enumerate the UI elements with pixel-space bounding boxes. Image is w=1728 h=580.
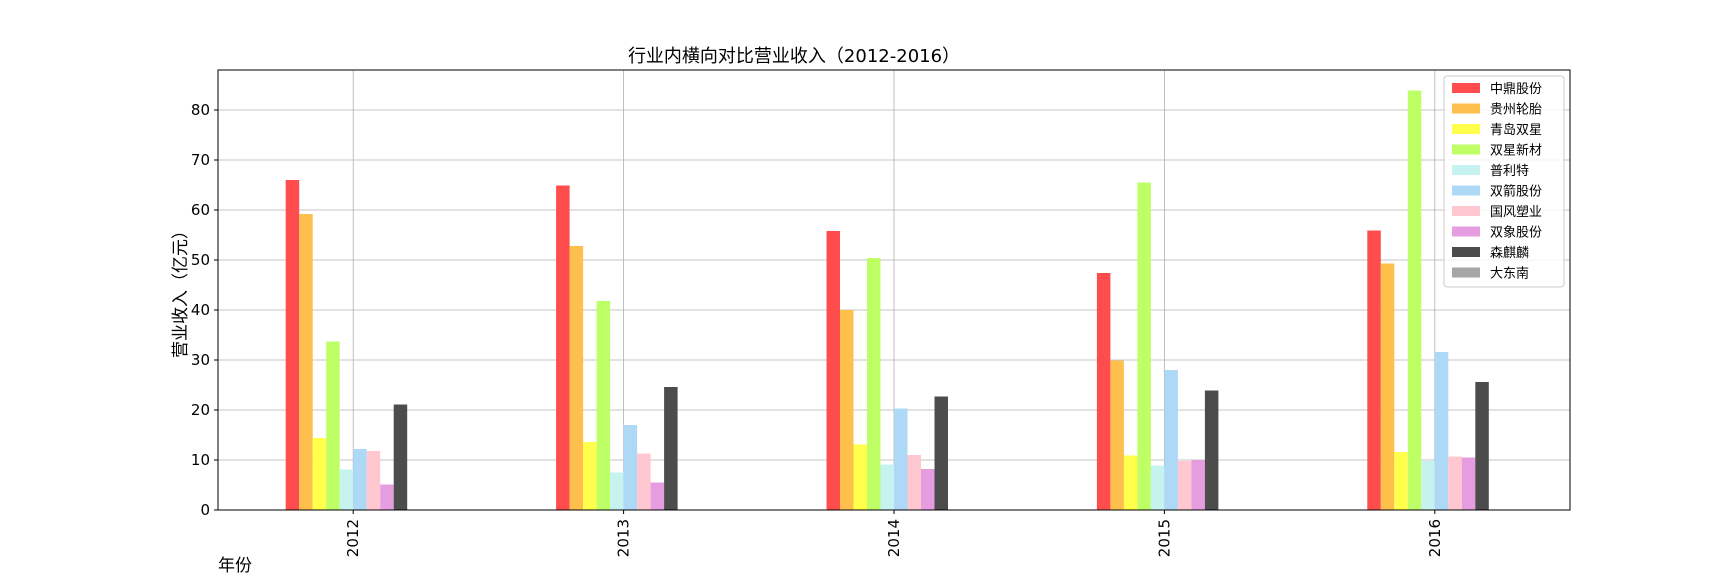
bar-贵州轮胎-2013 [569, 246, 584, 510]
legend-swatch [1452, 226, 1480, 237]
legend-swatch [1452, 165, 1480, 175]
bar-贵州轮胎-2014 [840, 310, 854, 510]
chart-title: 行业内横向对比营业收入（2012-2016） [628, 46, 960, 67]
bar-双星新材-2013 [596, 301, 611, 510]
y-tick-label: 30 [191, 351, 210, 369]
y-tick-label: 10 [191, 451, 210, 469]
bar-普利特-2016 [1421, 461, 1435, 510]
legend-label: 中鼎股份 [1490, 82, 1542, 97]
legend-label: 双星新材 [1490, 143, 1542, 159]
bar-森麒麟-2016 [1475, 382, 1489, 510]
bar-普利特-2014 [880, 464, 894, 510]
bar-普利特-2015 [1150, 465, 1165, 510]
bar-森麒麟-2012 [393, 404, 408, 510]
bar-双箭股份-2016 [1434, 352, 1449, 510]
bar-青岛双星-2014 [853, 444, 867, 510]
bar-贵州轮胎-2015 [1110, 360, 1124, 510]
x-tick-label: 2012 [344, 519, 362, 557]
y-axis-ticks: 0 10 20 30 40 50 60 70 80 [191, 101, 218, 519]
legend-swatch [1452, 267, 1480, 278]
legend-label: 双箭股份 [1490, 184, 1542, 200]
legend-swatch [1452, 144, 1480, 155]
bar-青岛双星-2012 [312, 438, 327, 510]
legend-label: 国风塑业 [1490, 205, 1542, 220]
bar-青岛双星-2016 [1394, 452, 1408, 510]
y-tick-label: 80 [191, 101, 210, 119]
x-tick-label: 2016 [1426, 519, 1444, 557]
legend-label: 大东南 [1490, 266, 1529, 282]
bar-双箭股份-2015 [1164, 370, 1178, 510]
legend-label: 双象股份 [1490, 226, 1542, 241]
legend-swatch [1452, 206, 1480, 216]
legend-label: 青岛双星 [1490, 122, 1542, 138]
bar-双星新材-2015 [1137, 182, 1151, 510]
x-tick-label: 2014 [885, 519, 903, 557]
legend-label: 贵州轮胎 [1490, 103, 1542, 118]
x-axis-label: 年份 [218, 556, 252, 576]
bar-中鼎股份-2012 [285, 180, 300, 510]
bar-中鼎股份-2016 [1367, 230, 1381, 510]
bar-中鼎股份-2014 [826, 231, 840, 510]
y-axis-label: 营业收入（亿元） [171, 222, 191, 358]
bar-国风塑业-2016 [1448, 456, 1462, 510]
bar-双星新材-2012 [326, 341, 340, 510]
x-tick-label: 2013 [615, 519, 633, 557]
bar-森麒麟-2013 [664, 387, 678, 510]
x-axis-ticks: 2012 2013 2014 2015 2016 [344, 510, 1444, 557]
y-tick-label: 0 [200, 501, 210, 519]
bar-国风塑业-2014 [907, 455, 921, 510]
bar-双象股份-2012 [380, 484, 394, 510]
bar-双箭股份-2013 [623, 425, 638, 510]
bar-普利特-2013 [610, 472, 624, 510]
bar-贵州轮胎-2016 [1380, 263, 1395, 510]
legend-swatch [1452, 124, 1480, 134]
y-tick-label: 20 [191, 401, 210, 419]
bar-双象股份-2015 [1191, 460, 1205, 510]
bar-贵州轮胎-2012 [299, 214, 313, 510]
bar-双箭股份-2014 [894, 408, 908, 510]
legend-label: 普利特 [1490, 164, 1529, 179]
legend-swatch [1452, 103, 1480, 114]
y-tick-label: 50 [191, 251, 210, 269]
legend-swatch [1452, 185, 1480, 196]
bar-双星新材-2016 [1407, 90, 1422, 510]
bar-森麒麟-2014 [934, 396, 948, 510]
bar-青岛双星-2015 [1123, 455, 1138, 510]
bars [285, 90, 1489, 510]
y-tick-label: 70 [191, 151, 210, 169]
y-tick-label: 40 [191, 301, 210, 319]
bar-中鼎股份-2015 [1096, 273, 1111, 510]
bar-双象股份-2016 [1461, 457, 1476, 510]
bar-国风塑业-2013 [637, 453, 651, 510]
bar-双箭股份-2012 [353, 449, 367, 510]
bar-国风塑业-2012 [366, 451, 381, 510]
y-tick-label: 60 [191, 201, 210, 219]
bar-双象股份-2013 [650, 482, 665, 510]
bar-普利特-2012 [339, 469, 354, 510]
legend-label: 森麒麟 [1490, 245, 1529, 261]
bar-国风塑业-2015 [1177, 461, 1192, 510]
bar-青岛双星-2013 [583, 442, 597, 510]
bar-森麒麟-2015 [1204, 390, 1219, 510]
x-tick-label: 2015 [1155, 519, 1173, 557]
legend-swatch [1452, 247, 1480, 257]
bar-双星新材-2014 [867, 258, 881, 510]
legend-swatch [1452, 83, 1480, 93]
bar-中鼎股份-2013 [556, 185, 570, 510]
bar-双象股份-2014 [921, 469, 935, 510]
